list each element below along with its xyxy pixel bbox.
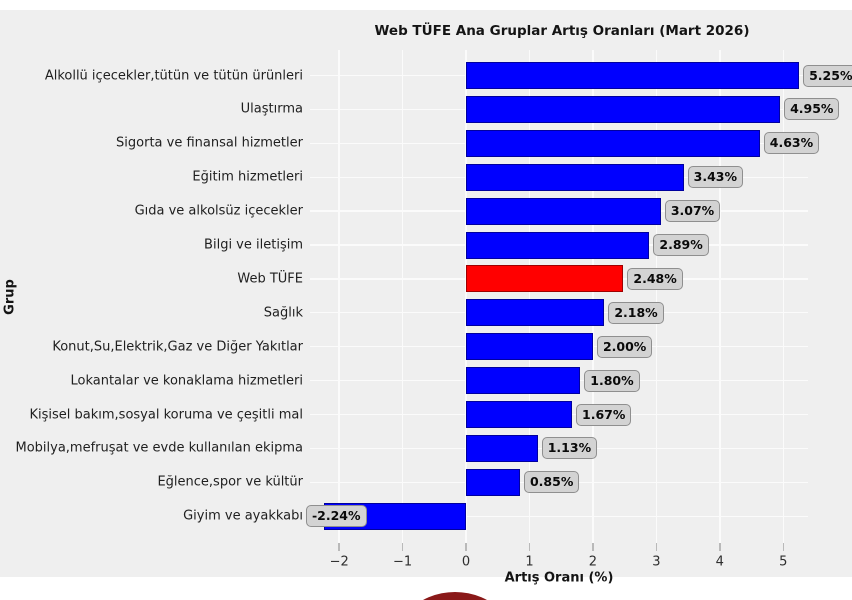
category-label: Konut,Su,Elektrik,Gaz ve Diğer Yakıtlar — [52, 339, 303, 355]
x-tick-label: 1 — [525, 554, 534, 570]
x-tick-label: 4 — [715, 554, 724, 570]
x-tick-mark — [782, 543, 784, 551]
category-label: Ulaştırma — [240, 101, 303, 117]
category-label: Eğitim hizmetleri — [192, 169, 303, 185]
x-gridline — [655, 50, 658, 543]
x-tick-mark — [592, 543, 594, 551]
bar — [466, 367, 581, 395]
bar — [466, 333, 593, 361]
category-label: Lokantalar ve konaklama hizmetleri — [70, 373, 303, 389]
x-tick-label: 5 — [779, 554, 788, 570]
bar — [466, 401, 572, 428]
x-axis-label: Artış Oranı (%) — [504, 570, 614, 586]
category-label: Sağlık — [263, 305, 303, 321]
x-tick-mark — [528, 543, 531, 551]
value-label: 3.07% — [664, 200, 721, 223]
value-label: 3.43% — [687, 166, 744, 189]
x-gridline — [401, 50, 404, 543]
x-tick-label: −2 — [329, 554, 349, 570]
bar — [466, 434, 538, 462]
bar — [466, 468, 520, 496]
bar — [466, 299, 605, 327]
value-label: 1.67% — [576, 403, 632, 426]
category-label: Giyim ve ayakkabı — [183, 508, 303, 524]
value-label: 2.00% — [596, 335, 653, 358]
x-tick-mark — [655, 543, 658, 551]
value-label: 2.89% — [653, 234, 709, 256]
x-tick-label: 2 — [588, 554, 598, 570]
bar — [466, 197, 661, 225]
category-label: Kişisel bakım,sosyal koruma ve çeşitli m… — [29, 407, 303, 422]
value-label: -2.24% — [305, 505, 367, 528]
bar — [466, 129, 760, 157]
x-gridline — [465, 50, 467, 543]
value-label: 0.85% — [523, 471, 580, 494]
x-tick-mark — [401, 543, 404, 551]
x-gridline — [528, 50, 531, 543]
category-label: Mobilya,mefruşat ve evde kullanılan ekip… — [15, 440, 303, 456]
category-label: Eğlence,spor ve kültür — [157, 474, 303, 490]
x-tick-mark — [465, 543, 467, 551]
value-label: 5.25% — [803, 64, 852, 87]
bar — [466, 62, 800, 89]
bar — [466, 231, 650, 259]
x-tick-label: 0 — [461, 554, 471, 570]
value-label: 4.63% — [763, 132, 820, 155]
value-label: 1.13% — [541, 437, 598, 460]
category-label: Sigorta ve finansal hizmetler — [116, 135, 303, 151]
x-gridline — [338, 50, 340, 543]
value-label: 2.48% — [627, 267, 683, 290]
x-tick-mark — [719, 543, 721, 551]
bar — [466, 163, 684, 191]
value-label: 2.18% — [608, 301, 664, 324]
category-label: Gıda ve alkolsüz içecekler — [134, 203, 303, 219]
category-label: Alkollü içecekler,tütün ve tütün ürünler… — [44, 68, 303, 83]
chart-figure: Web TÜFE Ana Gruplar Artış Oranları (Mar… — [0, 10, 852, 586]
category-label: Bilgi ve iletişim — [204, 237, 303, 253]
partial-logo-circle-icon — [387, 592, 523, 600]
bar — [466, 95, 781, 123]
x-tick-label: −1 — [393, 554, 413, 570]
y-axis-label: Grup — [2, 279, 18, 315]
bar-highlight — [466, 265, 624, 293]
category-label: Web TÜFE — [237, 271, 303, 287]
x-gridline — [719, 50, 721, 543]
chart-title: Web TÜFE Ana Gruplar Artış Oranları (Mar… — [374, 23, 750, 39]
x-gridline — [592, 50, 594, 543]
y-gridline — [310, 515, 808, 517]
x-tick-label: 3 — [652, 554, 661, 570]
value-label: 1.80% — [584, 369, 640, 392]
value-label: 4.95% — [784, 98, 840, 121]
x-gridline — [782, 50, 784, 543]
x-tick-mark — [338, 543, 340, 551]
